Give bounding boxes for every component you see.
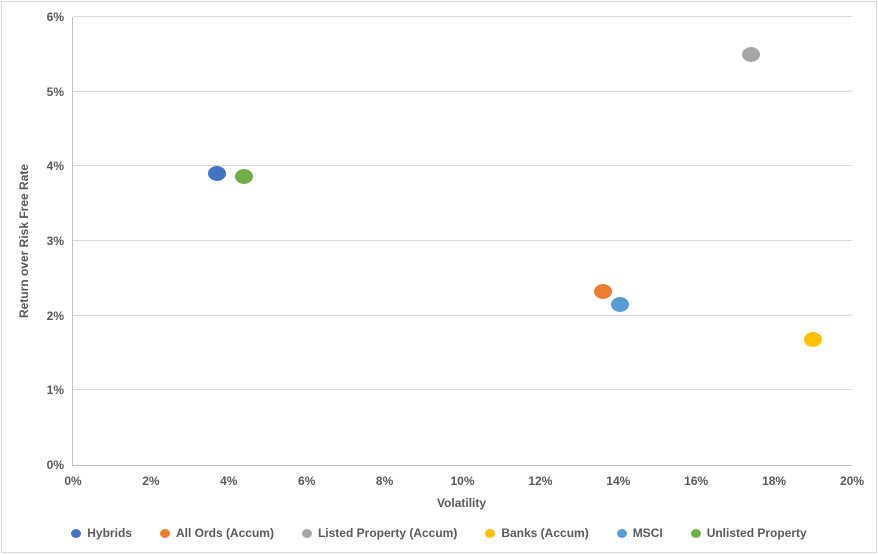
- x-axis-tick-label: 2%: [142, 474, 160, 488]
- data-point-all-ords-accum: [593, 283, 612, 299]
- y-axis-tick-label: 6%: [46, 10, 64, 24]
- y-axis-tick-label: 4%: [46, 159, 64, 174]
- legend-item-listed-property-accum: Listed Property (Accum): [301, 526, 458, 540]
- legend-label: Hybrids: [87, 526, 132, 540]
- y-axis-tick-label: 0%: [46, 458, 64, 472]
- legend-marker-icon: [71, 528, 82, 538]
- legend-marker-icon: [301, 528, 312, 538]
- data-point-banks-accum: [804, 332, 823, 348]
- legend-marker-icon: [690, 528, 701, 538]
- legend-item-banks-accum: Banks (Accum): [485, 526, 589, 540]
- data-point-listed-property-accum: [741, 46, 760, 62]
- x-axis-tick-label: 14%: [606, 474, 631, 488]
- y-axis-tick-label: 2%: [46, 308, 64, 323]
- gridline: [73, 90, 852, 92]
- data-point-hybrids: [208, 166, 227, 182]
- plot-area: 0% 1% 2% 3% 4% 5% 6% 0% 2% 4% 6% 8% 10% 12% 14% 16% 18% 2…: [47, 10, 864, 488]
- x-axis-title: Volatility: [436, 496, 487, 510]
- x-axis-tick-label: 6%: [298, 474, 316, 488]
- legend-item-unlisted-property: Unlisted Property: [690, 526, 807, 540]
- legend-marker-icon: [159, 528, 170, 538]
- y-axis-tick-label: 3%: [46, 234, 64, 248]
- legend-marker-icon: [485, 528, 496, 538]
- x-axis-tick-label: 10%: [450, 474, 475, 488]
- x-axis-tick-label: 8%: [375, 474, 394, 488]
- y-axis-tick-label: 5%: [46, 84, 64, 99]
- gridline: [73, 240, 852, 241]
- x-axis-tick-label: 20%: [839, 474, 865, 488]
- x-axis-tick-label: 0%: [64, 474, 82, 488]
- gridline: [73, 165, 852, 167]
- gridline: [73, 16, 852, 17]
- gridline: [73, 389, 852, 391]
- x-axis-tick-label: 12%: [528, 474, 553, 488]
- legend-label: Unlisted Property: [706, 526, 807, 540]
- data-point-unlisted-property: [235, 168, 254, 184]
- legend-marker-icon: [616, 528, 627, 538]
- x-axis-tick-label: 4%: [220, 474, 238, 488]
- legend-label: Listed Property (Accum): [317, 526, 458, 540]
- legend-label: Banks (Accum): [501, 526, 589, 540]
- legend-label: MSCI: [632, 526, 663, 540]
- x-axis-tick-label: 16%: [684, 474, 709, 488]
- legend-label: All Ords (Accum): [175, 526, 274, 540]
- x-axis-tick-label: 18%: [762, 474, 787, 488]
- legend-item-all-ords-accum: All Ords (Accum): [159, 526, 274, 540]
- y-axis-tick-label: 1%: [46, 383, 64, 398]
- chart-legend: Hybrids All Ords (Accum) Listed Property (…: [2, 526, 876, 540]
- legend-item-msci: MSCI: [616, 526, 663, 540]
- gridline: [73, 314, 852, 316]
- data-point-msci: [611, 296, 630, 312]
- legend-item-hybrids: Hybrids: [71, 526, 132, 540]
